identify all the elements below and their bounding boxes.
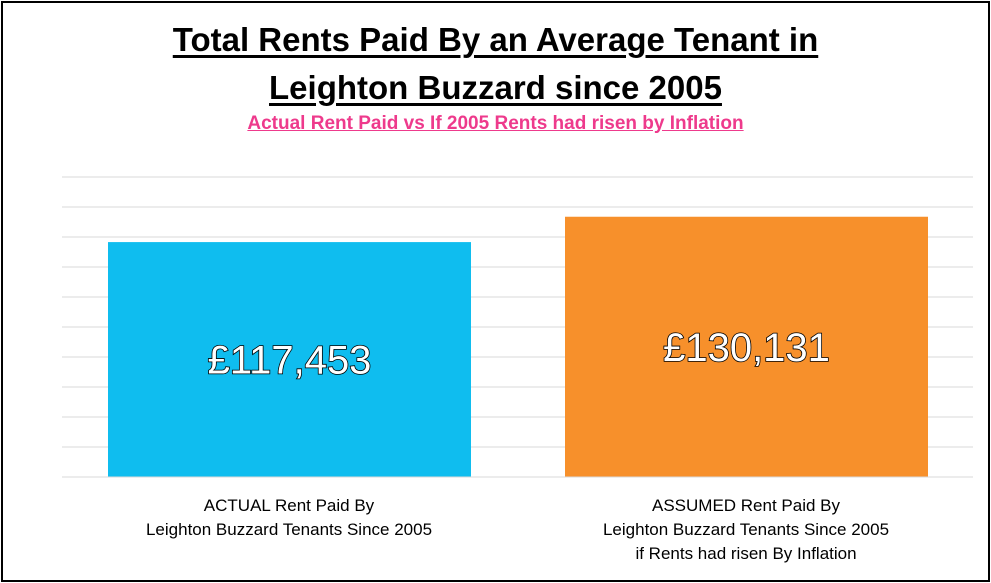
data-label: £130,131 — [663, 326, 830, 370]
x-label-line: ASSUMED Rent Paid By — [651, 496, 840, 515]
x-label-line: if Rents had risen By Inflation — [635, 544, 857, 563]
bar-actual-rent — [108, 242, 471, 477]
x-label-line: ACTUAL Rent Paid By — [203, 496, 375, 515]
x-label-line: Leighton Buzzard Tenants Since 2005 — [145, 520, 433, 539]
bar-assumed-rent — [565, 216, 928, 477]
x-category-label-actual: ACTUAL Rent Paid By Leighton Buzzard Ten… — [89, 494, 489, 542]
x-label-line: Leighton Buzzard Tenants Since 2005 — [602, 520, 890, 539]
chart-title-line-1: Total Rents Paid By an Average Tenant in — [172, 21, 819, 58]
chart-subtitle: Actual Rent Paid vs If 2005 Rents had ri… — [247, 113, 744, 134]
data-label: £117,453 — [208, 339, 372, 383]
x-category-label-assumed: ASSUMED Rent Paid By Leighton Buzzard Te… — [546, 494, 946, 566]
chart-title-line-2: Leighton Buzzard since 2005 — [269, 69, 722, 106]
